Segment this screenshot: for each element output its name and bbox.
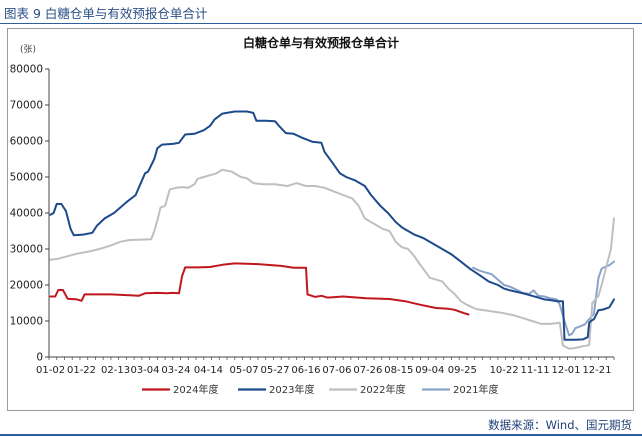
y-tick-label: 10000 <box>10 316 43 328</box>
x-tick-label: 07-06 <box>322 365 351 376</box>
x-tick-label: 05-07 <box>230 365 259 376</box>
chart-title: 白糖仓单与有效预报仓单合计 <box>243 35 399 50</box>
x-tick-label: 05-27 <box>260 365 289 376</box>
legend-label: 2023年度 <box>269 383 314 396</box>
x-tick-label: 12-21 <box>582 365 611 376</box>
series-line-2023年度 <box>49 110 615 341</box>
y-tick-label: 60000 <box>10 136 43 148</box>
data-source: 数据来源：Wind、国元期货 <box>488 418 632 432</box>
series-layer <box>49 110 615 350</box>
x-tick-label: 01-02 <box>36 365 65 376</box>
series-line-2022年度 <box>49 168 615 350</box>
legend-label: 2022年度 <box>360 383 405 396</box>
x-tick-label: 06-16 <box>291 365 320 376</box>
x-tick-label: 09-04 <box>415 365 444 376</box>
x-tick-label: 01-22 <box>67 365 96 376</box>
footer-divider <box>0 434 642 436</box>
x-tick-label: 09-25 <box>448 365 477 376</box>
y-tick-label: 50000 <box>10 172 43 184</box>
x-axis: 01-02 01-22 02-13 03-04 03-24 04-14 05-07 05-27… <box>36 356 615 376</box>
legend-label: 2024年度 <box>173 383 218 396</box>
y-tick-label: 80000 <box>10 64 43 76</box>
x-tick-label: 02-13 <box>101 365 130 376</box>
y-tick-label: 20000 <box>10 280 43 292</box>
y-axis: 0 10000 20000 30000 40000 50000 60000 70000 8000… <box>10 64 50 364</box>
figure-header: 图表 9 白糖仓单与有效预报仓单合计 <box>0 0 642 24</box>
x-tick-label: 04-14 <box>194 365 223 376</box>
figure-title: 图表 9 白糖仓单与有效预报仓单合计 <box>4 6 208 21</box>
x-tick-label: 11-11 <box>521 365 550 376</box>
y-tick-label: 70000 <box>10 100 43 112</box>
x-tick-label: 08-15 <box>384 365 413 376</box>
x-tick-label: 10-22 <box>490 365 519 376</box>
x-tick-label: 03-24 <box>161 365 190 376</box>
x-tick-label: 12-01 <box>551 365 580 376</box>
y-tick-label: 30000 <box>10 244 43 256</box>
y-tick-label: 40000 <box>10 208 43 220</box>
x-tick-label: 07-26 <box>353 365 382 376</box>
x-tick-label: 03-04 <box>130 365 159 376</box>
chart-frame <box>7 28 634 411</box>
series-line-2024年度 <box>49 262 470 316</box>
legend: 2024年度 2023年度 2022年度 2021年度 <box>142 383 498 396</box>
y-tick-label: 0 <box>36 352 43 364</box>
y-axis-label: (张) <box>20 44 36 55</box>
legend-label: 2021年度 <box>453 383 498 396</box>
series-line-2021年度 <box>472 260 615 337</box>
